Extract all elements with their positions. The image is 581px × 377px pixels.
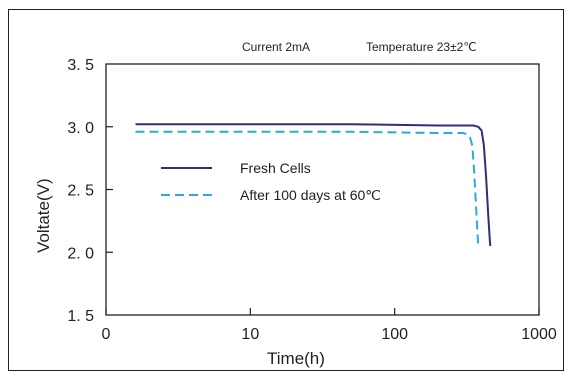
y-axis-label: Voltate(V): [34, 178, 53, 253]
condition-current: Current 2mA: [242, 40, 310, 54]
x-tick-label: 100: [381, 326, 408, 343]
axis-ticks: 0 10 100 1000 1. 5 2. 0 2. 5 3. 0 3. 5: [67, 57, 557, 343]
y-tick-label: 2. 0: [67, 245, 94, 262]
x-tick-label: 1000: [521, 326, 557, 343]
x-tick-label: 0: [102, 326, 111, 343]
legend-label-2: After 100 days at 60℃: [240, 187, 381, 203]
chart-frame: Current 2mA Temperature 23±2℃ 0 10 100 1000…: [8, 9, 564, 371]
y-tick-label: 2. 5: [67, 183, 94, 200]
legend: Fresh Cells After 100 days at 60℃: [161, 160, 381, 203]
x-axis-label: Time(h): [267, 349, 325, 368]
y-tick-label: 3. 5: [67, 57, 94, 74]
voltage-time-chart: Current 2mA Temperature 23±2℃ 0 10 100 1000…: [34, 40, 557, 368]
legend-label-1: Fresh Cells: [240, 160, 311, 176]
condition-temperature: Temperature 23±2℃: [366, 40, 477, 54]
y-tick-label: 1. 5: [67, 308, 94, 325]
series-lines: [135, 123, 492, 247]
x-tick-label: 10: [241, 326, 259, 343]
series-line-2: [135, 130, 480, 247]
series-line-1: [135, 123, 492, 247]
y-tick-label: 3. 0: [67, 120, 94, 137]
